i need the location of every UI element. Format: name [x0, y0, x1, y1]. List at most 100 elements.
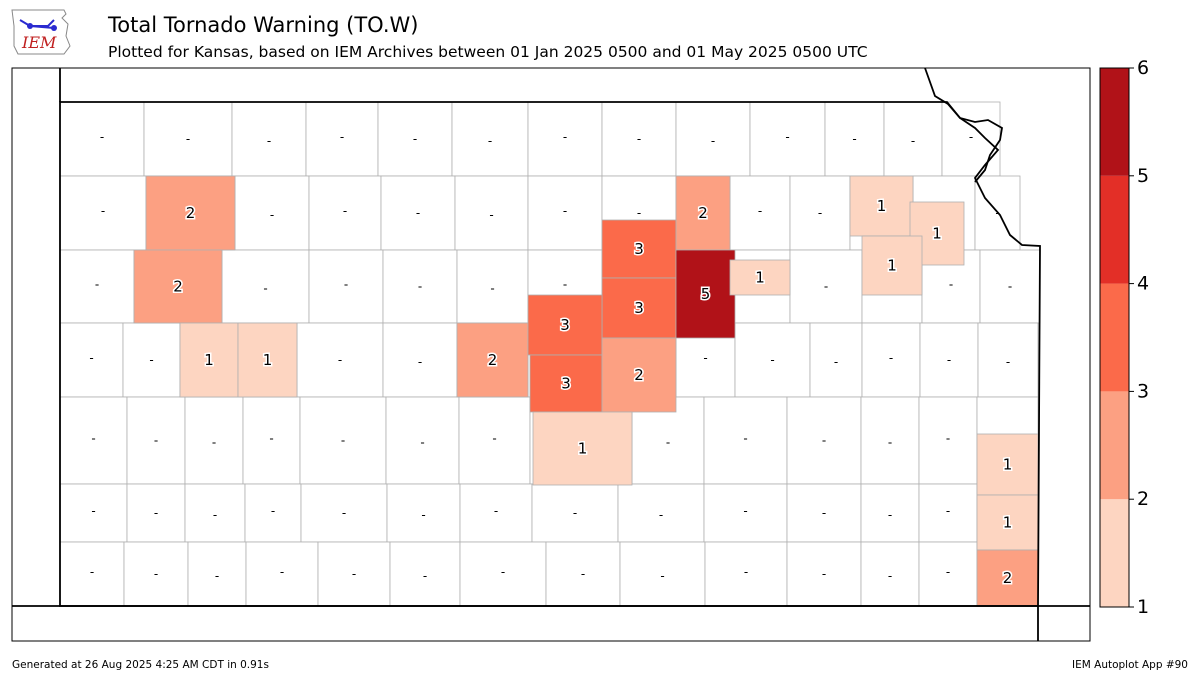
zero-count-label: -: [852, 132, 856, 146]
county: [860, 483, 920, 543]
county-count-fill: [976, 433, 1039, 496]
zero-count-label: -: [889, 351, 893, 365]
county: [824, 101, 885, 177]
zero-count-label: -: [423, 569, 427, 583]
zero-count-label: -: [949, 278, 953, 292]
zero-count-label: -: [271, 504, 275, 518]
zero-count-label: -: [215, 569, 219, 583]
zero-count-label: -: [91, 504, 95, 518]
county-count-fill: [861, 235, 923, 296]
state-borders: [12, 67, 1090, 641]
zero-count-label: -: [490, 282, 494, 296]
county-count-label: 1: [263, 351, 273, 369]
zero-count-label: -: [946, 432, 950, 446]
zero-count-label: -: [91, 432, 95, 446]
zero-count-label: -: [342, 506, 346, 520]
county: [977, 322, 1039, 398]
zero-count-label: -: [563, 278, 567, 292]
county: [382, 322, 458, 398]
zero-count-label: -: [744, 565, 748, 579]
county: [299, 396, 387, 485]
zero-count-label: -: [818, 206, 822, 220]
county-count-label: 1: [887, 257, 897, 275]
county-count-label: 1: [1003, 514, 1013, 532]
county: [187, 541, 247, 607]
zero-count-label: -: [267, 134, 271, 148]
colorbar-segment: [1100, 68, 1129, 176]
zero-count-label: -: [581, 567, 585, 581]
county: [308, 249, 384, 324]
colorbar-tick-label: 1: [1137, 596, 1149, 618]
zero-count-label: -: [834, 355, 838, 369]
county: [184, 483, 246, 543]
county-count-fill: [675, 249, 736, 339]
zero-count-label: -: [154, 506, 158, 520]
app-label: IEM Autoplot App #90: [1072, 659, 1188, 671]
zero-count-label: -: [343, 204, 347, 218]
county: [918, 396, 978, 485]
zero-count-label: -: [573, 506, 577, 520]
page-subtitle: Plotted for Kansas, based on IEM Archive…: [108, 43, 868, 61]
county: [59, 322, 124, 398]
county: [919, 322, 979, 398]
county-count-label: 3: [561, 375, 571, 393]
zero-count-label: -: [1008, 280, 1012, 294]
zero-count-label: -: [888, 569, 892, 583]
zero-count-label: -: [563, 130, 567, 144]
colorbar-tick-label: 2: [1137, 488, 1149, 510]
page-title: Total Tornado Warning (TO.W): [108, 13, 419, 37]
zero-count-label: -: [95, 278, 99, 292]
iem-logo: IEM: [11, 9, 71, 55]
zero-count-label: -: [822, 567, 826, 581]
zero-count-label: -: [154, 434, 158, 448]
county: [126, 483, 186, 543]
county-count-fill: [976, 494, 1039, 551]
zero-count-label: -: [340, 130, 344, 144]
county: [601, 101, 677, 177]
county-count-label: 1: [877, 197, 887, 215]
county-count-fill: [456, 322, 529, 398]
zero-count-label: -: [186, 132, 190, 146]
zero-count-label: -: [501, 565, 505, 579]
county: [59, 541, 125, 607]
county: [918, 483, 978, 543]
zero-count-label: -: [711, 134, 715, 148]
county-count-label: 1: [755, 269, 765, 287]
county: [918, 541, 978, 607]
zero-count-label: -: [770, 353, 774, 367]
zero-count-label: -: [492, 432, 496, 446]
zero-count-label: -: [269, 432, 273, 446]
zero-count-label: -: [946, 565, 950, 579]
county: [703, 483, 788, 543]
zero-count-label: -: [352, 567, 356, 581]
county-count-label: 2: [634, 366, 644, 384]
zero-count-label: -: [338, 353, 342, 367]
county: [941, 101, 1001, 177]
county-count-fill: [145, 175, 236, 251]
zero-count-label: -: [90, 565, 94, 579]
county: [389, 541, 461, 607]
county: [527, 101, 603, 177]
county: [382, 249, 458, 324]
county: [308, 175, 382, 251]
county: [59, 396, 128, 485]
missouri-river: [924, 67, 1003, 183]
county-count-label: 3: [560, 316, 570, 334]
zero-count-label: -: [418, 355, 422, 369]
county: [380, 175, 456, 251]
zero-count-label: -: [420, 436, 424, 450]
county-count-label: 2: [698, 204, 708, 222]
county: [860, 396, 920, 485]
county: [789, 175, 851, 251]
colorbar-segment: [1100, 175, 1129, 284]
colorbar-tick-label: 6: [1137, 57, 1149, 79]
county-count-label: 2: [1003, 569, 1013, 587]
county: [749, 101, 826, 177]
county: [59, 101, 145, 177]
zero-count-label: -: [212, 436, 216, 450]
county-count-fill: [133, 249, 223, 324]
county-count-fill: [601, 219, 677, 279]
county-count-fill: [601, 277, 677, 339]
zero-count-label: -: [824, 280, 828, 294]
